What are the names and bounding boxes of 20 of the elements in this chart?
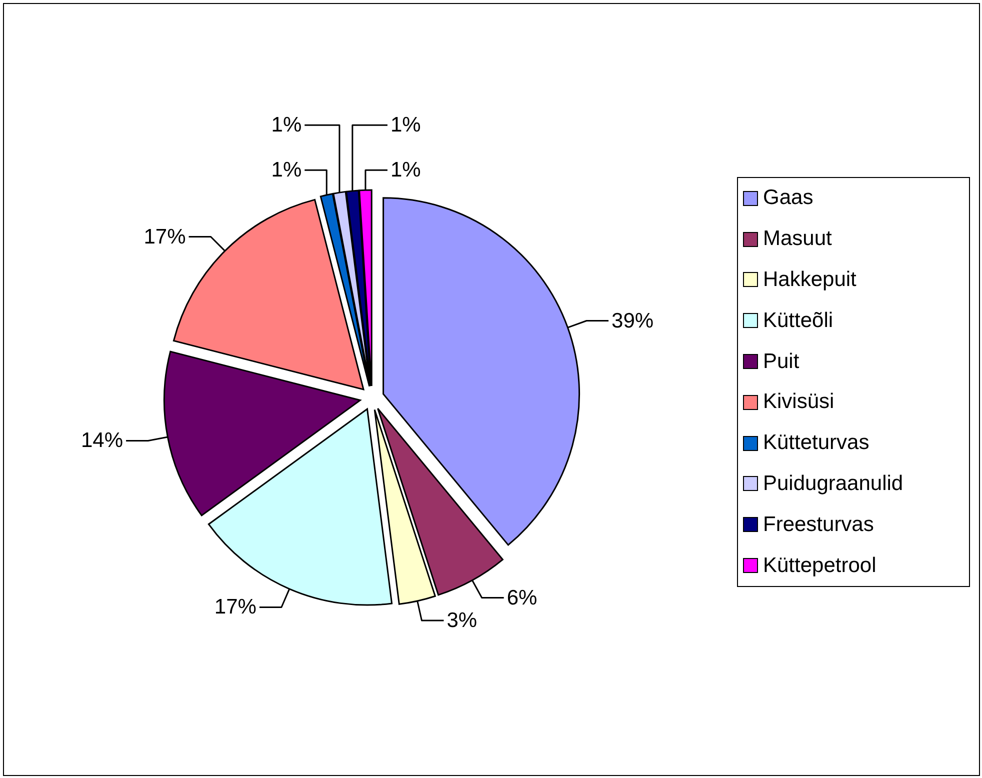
legend-label: Hakkepuit <box>763 268 856 292</box>
data-label: 1% <box>390 158 421 182</box>
data-label: 14% <box>81 429 124 452</box>
data-label: 17% <box>144 225 186 248</box>
data-label: 3% <box>446 609 478 632</box>
data-label: 39% <box>612 309 654 332</box>
data-label: 17% <box>214 596 256 619</box>
data-label: 1% <box>271 114 302 137</box>
legend-label: Küttepetrool <box>763 554 876 578</box>
legend-label: Kütteõli <box>763 308 834 333</box>
legend-label: Masuut <box>763 227 832 252</box>
data-label: 1% <box>390 114 421 137</box>
data-label: 6% <box>506 586 538 610</box>
legend-label: Kütteturvas <box>763 431 870 456</box>
legend-label: Gaas <box>763 186 814 210</box>
legend-label: Freesturvas <box>763 512 874 537</box>
legend-label: Puidugraanulid <box>763 472 904 496</box>
legend-label: Puit <box>763 350 800 374</box>
data-label: 1% <box>271 158 302 182</box>
legend-label: Kivisüsi <box>763 390 834 414</box>
